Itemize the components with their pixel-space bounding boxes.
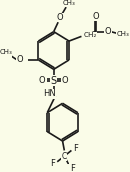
Text: O: O (39, 76, 46, 85)
Text: CH₃: CH₃ (117, 31, 129, 37)
Text: O: O (92, 12, 99, 21)
Text: C: C (62, 152, 67, 161)
Text: O: O (62, 76, 69, 85)
Text: HN: HN (43, 89, 56, 98)
Text: F: F (50, 159, 55, 168)
Text: F: F (73, 144, 78, 153)
Text: O: O (57, 13, 63, 22)
Text: CH₃: CH₃ (0, 49, 12, 55)
Text: O: O (16, 55, 23, 64)
Text: CH₂: CH₂ (83, 32, 97, 38)
Text: F: F (70, 164, 75, 172)
Text: CH₃: CH₃ (62, 0, 75, 6)
Text: O: O (105, 27, 111, 36)
Text: S: S (51, 76, 57, 86)
